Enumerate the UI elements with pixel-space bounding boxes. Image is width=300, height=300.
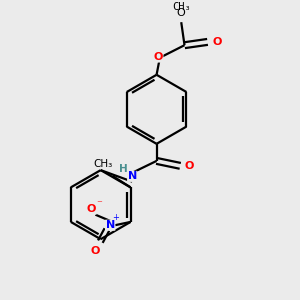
- Text: O: O: [184, 161, 194, 171]
- Text: O: O: [154, 52, 163, 62]
- Text: O: O: [87, 204, 96, 214]
- Text: CH₃: CH₃: [172, 2, 191, 12]
- Text: CH₃: CH₃: [94, 159, 113, 169]
- Text: +: +: [112, 213, 118, 222]
- Text: O: O: [177, 8, 186, 18]
- Text: ⁻: ⁻: [96, 199, 102, 209]
- Text: N: N: [128, 171, 137, 182]
- Text: N: N: [106, 220, 115, 230]
- Text: O: O: [90, 246, 100, 256]
- Text: H: H: [119, 164, 128, 174]
- Text: O: O: [212, 37, 221, 47]
